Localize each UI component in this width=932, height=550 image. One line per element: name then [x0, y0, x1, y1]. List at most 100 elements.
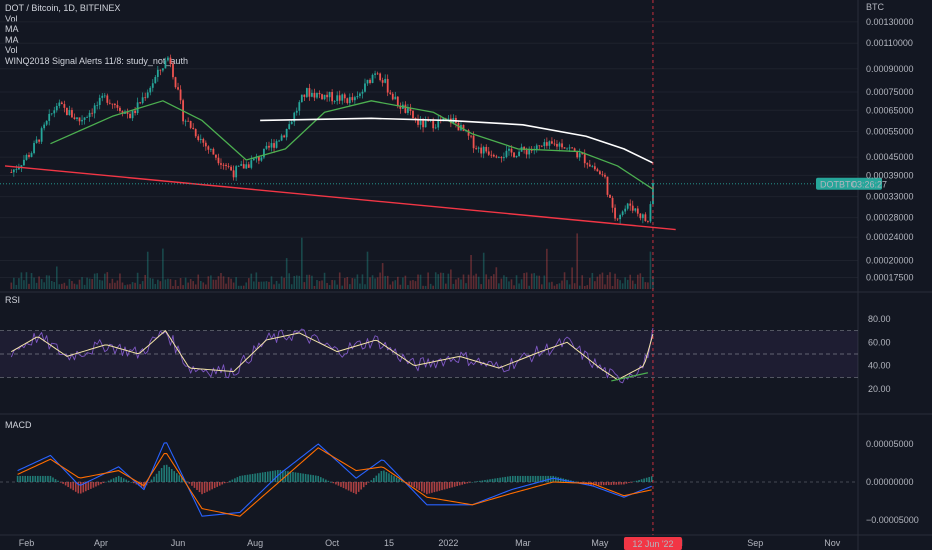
volume-bar — [134, 282, 136, 289]
macd-histogram-bar — [615, 482, 618, 485]
volume-bar — [197, 274, 200, 289]
volume-bar — [124, 285, 126, 289]
indicator-vol[interactable]: Vol — [5, 13, 18, 24]
candle-body — [313, 92, 316, 98]
candle-body — [151, 83, 154, 88]
macd-histogram-bar — [496, 478, 499, 482]
ma-fast-line — [50, 100, 654, 190]
volume-bar — [199, 280, 202, 289]
indicator-ma-slow[interactable]: MA — [5, 34, 19, 45]
macd-histogram-bar — [79, 482, 82, 494]
volume-bar — [490, 276, 493, 289]
macd-histogram-bar — [453, 482, 456, 487]
volume-bar — [63, 282, 66, 289]
candle-body — [220, 163, 222, 165]
macd-histogram-bar — [266, 471, 269, 482]
indicator-signal-alerts[interactable]: WINQ2018 Signal Alerts 11/8: study_not_a… — [5, 55, 188, 66]
volume-bar — [149, 278, 152, 289]
candle-body — [614, 207, 616, 219]
candle-body — [252, 158, 255, 161]
cursor-date-label: 12 Jun '22 — [632, 539, 673, 549]
volume-bar — [40, 279, 43, 289]
macd-histogram-bar — [529, 475, 532, 482]
candle-body — [523, 146, 526, 151]
candle-body — [184, 120, 187, 122]
volume-bar — [116, 280, 119, 289]
candle-body — [601, 174, 604, 176]
volume-bar — [361, 274, 364, 289]
candle-body — [103, 95, 106, 97]
macd-histogram-bar — [274, 470, 277, 482]
macd-histogram-bar — [547, 475, 549, 482]
candle-body — [217, 157, 220, 164]
macd-histogram-bar — [597, 482, 600, 486]
volume-bar — [467, 274, 470, 289]
volume-bar — [93, 273, 96, 289]
volume-bar — [141, 281, 144, 289]
volume-bar — [533, 273, 536, 289]
candle-body — [113, 103, 116, 106]
candle-body — [237, 165, 240, 167]
macd-histogram-bar — [90, 482, 92, 489]
macd-histogram-bar — [640, 479, 643, 482]
volume-bar — [205, 284, 207, 289]
indicator-ma-fast[interactable]: MA — [5, 24, 19, 34]
macd-histogram-bar — [163, 465, 165, 482]
candle-body — [369, 79, 371, 83]
macd-histogram-bar — [479, 480, 481, 482]
candle-body — [391, 93, 394, 100]
candle-body — [535, 145, 538, 150]
candle-body — [351, 97, 354, 101]
candle-body — [174, 77, 177, 88]
candle-body — [156, 69, 159, 77]
rsi-pane[interactable] — [0, 327, 858, 384]
volume-bar — [447, 273, 450, 289]
volume-bar — [629, 274, 632, 289]
candle-body — [591, 166, 594, 168]
candle-body — [43, 124, 46, 129]
volume-bar — [167, 278, 169, 289]
candle-body — [242, 164, 245, 169]
macd-histogram-bar — [322, 478, 325, 482]
volume-bar — [553, 285, 556, 289]
volume-bar — [119, 273, 121, 289]
candle-body — [447, 118, 450, 120]
volume-bar — [76, 284, 78, 289]
macd-histogram-bar — [524, 475, 527, 482]
macd-histogram-bar — [522, 475, 524, 482]
volume-bar — [417, 274, 419, 289]
candle-body — [134, 110, 136, 114]
price-tick-label: 0.00130000 — [866, 17, 914, 27]
candle-body — [71, 110, 73, 118]
volume-bar — [227, 277, 230, 289]
volume-bar — [505, 276, 508, 289]
candle-body — [177, 87, 179, 90]
volume-bar — [525, 272, 528, 289]
macd-histogram-bar — [24, 475, 27, 482]
candle-body — [561, 143, 563, 148]
volume-bar — [374, 278, 376, 289]
candle-body — [563, 147, 566, 149]
macd-line — [17, 442, 652, 517]
price-tick-label: 0.00024000 — [866, 232, 914, 242]
candle-body — [376, 73, 379, 75]
candle-body — [581, 153, 584, 155]
macd-histogram-bar — [148, 482, 150, 483]
macd-pane[interactable] — [0, 442, 858, 517]
macd-histogram-bar — [178, 475, 181, 482]
macd-histogram-bar — [383, 470, 385, 482]
macd-histogram-bar — [438, 482, 441, 491]
candle-body — [384, 78, 387, 83]
macd-histogram-bar — [21, 475, 24, 482]
candle-body — [558, 143, 561, 147]
candle-body — [551, 141, 553, 144]
indicator-vol-2[interactable]: Vol — [5, 45, 18, 55]
volume-bar — [541, 284, 543, 289]
candle-body — [260, 157, 263, 161]
last-price-tag — [816, 177, 882, 190]
macd-histogram-bar — [105, 481, 107, 483]
macd-histogram-bar — [213, 482, 216, 489]
volume-bar — [13, 277, 15, 289]
